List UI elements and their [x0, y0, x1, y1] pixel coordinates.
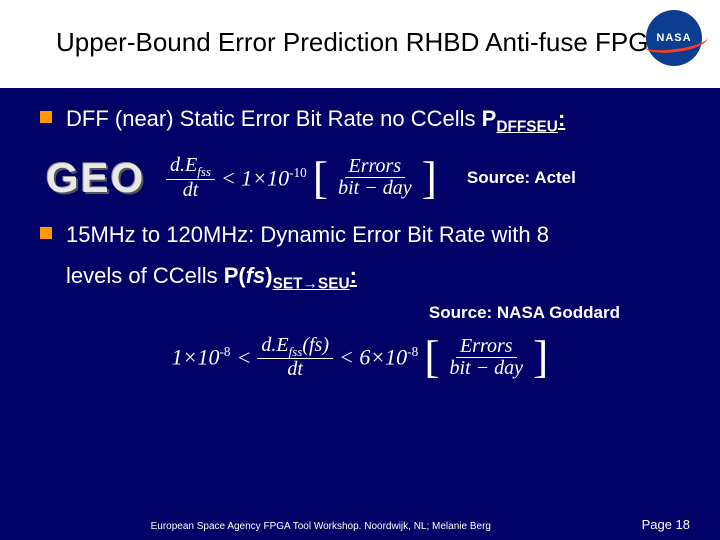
bullet-2: 15MHz to 120MHz: Dynamic Error Bit Rate …: [40, 220, 680, 295]
source-nasa: Source: NASA Goddard: [40, 303, 680, 323]
bullet-icon: [40, 227, 52, 239]
bullet-icon: [40, 111, 52, 123]
slide-title: Upper-Bound Error Prediction RHBD Anti-f…: [56, 27, 666, 58]
content-area: DFF (near) Static Error Bit Rate no CCel…: [0, 88, 720, 380]
bullet-1-text: DFF (near) Static Error Bit Rate no CCel…: [66, 104, 565, 138]
nasa-logo: NASA: [646, 10, 710, 66]
equation-1-row: GEO d.Efss dt < 1×10-10 [ Errors bit − d…: [40, 154, 680, 202]
title-bar: Upper-Bound Error Prediction RHBD Anti-f…: [0, 0, 720, 88]
footer-text: European Space Agency FPGA Tool Workshop…: [0, 521, 642, 532]
footer: European Space Agency FPGA Tool Workshop…: [0, 517, 720, 532]
bullet-1: DFF (near) Static Error Bit Rate no CCel…: [40, 104, 680, 138]
bullet-2-text: 15MHz to 120MHz: Dynamic Error Bit Rate …: [66, 220, 549, 295]
equation-1: d.Efss dt < 1×10-10 [ Errors bit − day ]: [166, 155, 437, 201]
equation-2-row: 1×10-8 < d.Efss(fs) dt < 6×10-8 [ Errors…: [40, 335, 680, 381]
geo-label: GEO: [46, 154, 166, 202]
nasa-logo-text: NASA: [656, 32, 691, 44]
source-actel: Source: Actel: [467, 168, 576, 188]
page-number: Page 18: [642, 517, 690, 532]
equation-2: 1×10-8 < d.Efss(fs) dt < 6×10-8 [ Errors…: [172, 335, 549, 381]
